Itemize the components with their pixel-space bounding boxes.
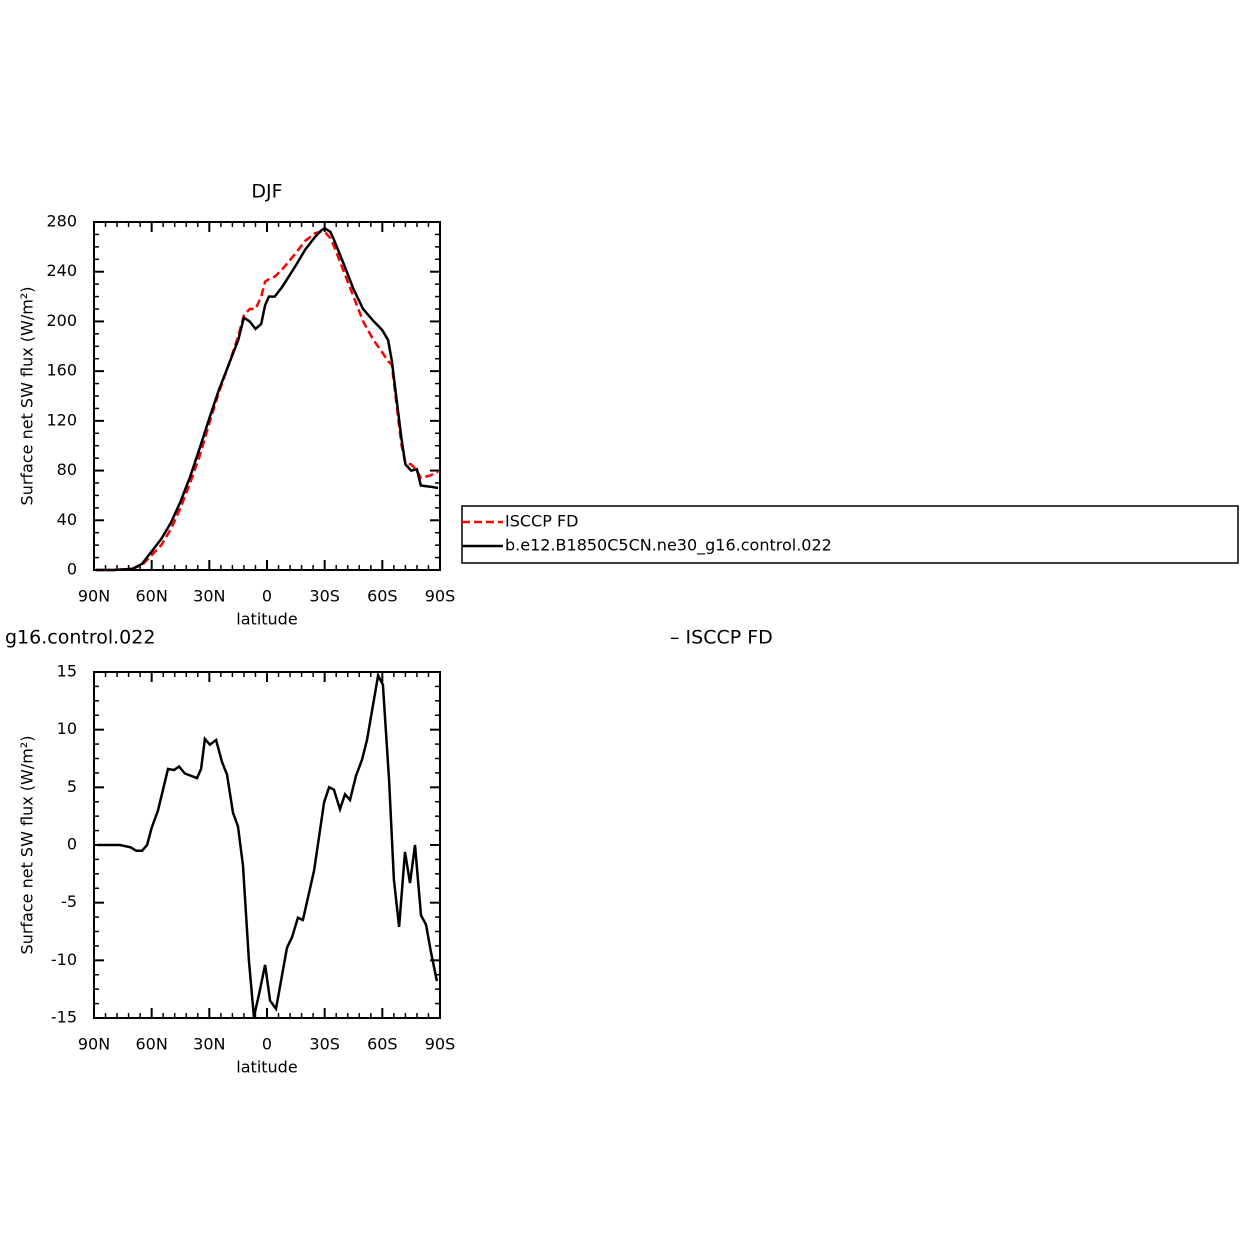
- y-tick-label: 0: [67, 835, 77, 854]
- x-tick-label: 0: [262, 1035, 272, 1054]
- y-tick-label: 240: [46, 261, 77, 280]
- plot-frame: [93, 671, 441, 1019]
- y-axis-label: Surface net SW flux (W/m²): [18, 736, 37, 955]
- x-tick-label: 30N: [193, 587, 225, 606]
- y-tick-label: 40: [57, 510, 77, 529]
- y-tick-label: 15: [57, 662, 77, 681]
- y-tick-label: 120: [46, 410, 77, 429]
- y-tick-label: 0: [67, 560, 77, 579]
- x-tick-label: 90S: [425, 1035, 456, 1054]
- y-tick-label: 10: [57, 719, 77, 738]
- x-tick-label: 60N: [136, 587, 168, 606]
- data-line: [95, 230, 439, 572]
- y-tick-label: 200: [46, 311, 77, 330]
- x-tick-label: 0: [262, 587, 272, 606]
- y-tick-label: 160: [46, 361, 77, 380]
- x-tick-label: 90N: [78, 587, 110, 606]
- data-line: [97, 671, 439, 1018]
- y-tick-label: 280: [46, 212, 77, 231]
- x-tick-label: 30N: [193, 1035, 225, 1054]
- y-tick-label: 80: [57, 460, 77, 479]
- y-tick-label: 5: [67, 777, 77, 796]
- x-axis-label: latitude: [236, 610, 297, 629]
- chart-title: DJF: [251, 181, 282, 203]
- x-tick-label: 30S: [309, 1035, 340, 1054]
- x-tick-label: 60S: [367, 1035, 398, 1054]
- plot-frame: [93, 221, 441, 571]
- legend-label: b.e12.B1850C5CN.ne30_g16.control.022: [505, 536, 832, 556]
- legend-label: ISCCP FD: [505, 512, 578, 531]
- y-axis-label: Surface net SW flux (W/m²): [18, 287, 37, 506]
- x-axis-label: latitude: [236, 1058, 297, 1077]
- data-line: [95, 226, 439, 572]
- y-tick-label: -10: [51, 950, 77, 969]
- legend-box: [461, 505, 1239, 564]
- x-tick-label: 90N: [78, 1035, 110, 1054]
- x-tick-label: 30S: [309, 587, 340, 606]
- y-tick-label: -15: [51, 1008, 77, 1027]
- x-tick-label: 90S: [425, 587, 456, 606]
- x-tick-label: 60N: [136, 1035, 168, 1054]
- y-tick-label: -5: [61, 892, 77, 911]
- chart-title: g16.control.022: [5, 627, 155, 649]
- chart-title: – ISCCP FD: [670, 627, 773, 649]
- x-tick-label: 60S: [367, 587, 398, 606]
